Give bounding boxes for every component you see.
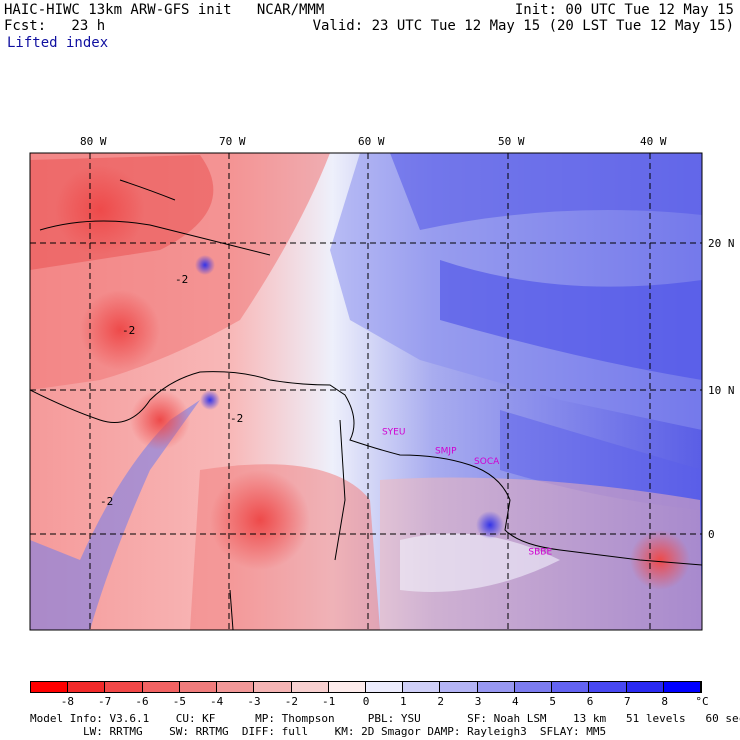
color-scale-swatch: [254, 682, 292, 692]
model-title: HAIC-HIWC 13km ARW-GFS init NCAR/MMM: [4, 2, 325, 18]
color-scale-label: 3: [474, 695, 482, 708]
model-info-line1: Model Info: V3.6.1 CU: KF MP: Thompson P…: [30, 712, 740, 725]
lat-label: 0: [708, 528, 715, 541]
color-scale-label: 8: [661, 695, 668, 708]
color-scale-swatch: [589, 682, 627, 692]
color-scale-label: 4: [512, 695, 519, 708]
lon-label: 70 W: [219, 135, 246, 148]
color-scale-swatch: [440, 682, 478, 692]
color-scale-label: -6: [135, 695, 149, 708]
color-scale-swatch: [105, 682, 143, 692]
color-scale-label: -2: [284, 695, 298, 708]
lat-label: 10 N: [708, 384, 735, 397]
contour-label: -2: [230, 412, 243, 425]
lat-label: 20 N: [708, 237, 735, 250]
color-scale-swatch: [477, 682, 515, 692]
color-scale-label: -4: [210, 695, 224, 708]
color-scale-label: 1: [400, 695, 407, 708]
color-scale-swatch: [514, 682, 553, 692]
color-scale-swatch: [68, 682, 106, 692]
field-name: Lifted index: [7, 35, 109, 51]
lon-label: 60 W: [358, 135, 385, 148]
color-scale-swatch: [291, 682, 329, 692]
color-scale-swatch: [328, 682, 366, 692]
contour-label: -2: [122, 324, 135, 337]
color-scale-swatch: [403, 682, 441, 692]
color-scale-label: 0: [362, 695, 370, 708]
color-scale-swatch: [31, 682, 69, 692]
color-scale-bar: [30, 681, 702, 693]
station-markers: SYEU SMJP SOCA SBBE: [382, 428, 553, 558]
station-label: SYEU: [382, 428, 405, 438]
color-scale-label: -1: [322, 695, 336, 708]
color-scale-label: -3: [247, 695, 261, 708]
color-scale-label: 2: [437, 695, 444, 708]
color-scale-swatch: [217, 682, 255, 692]
color-scale-label: -7: [98, 695, 112, 708]
color-scale-swatch: [552, 682, 590, 692]
color-scale-swatch: [179, 682, 218, 692]
station-label: SBBE: [528, 547, 552, 557]
contour-label: -2: [100, 495, 113, 508]
color-scale-label: 7: [624, 695, 631, 708]
model-info-line2: LW: RRTMG SW: RRTMG DIFF: full KM: 2D Sm…: [30, 725, 607, 738]
valid-time: Valid: 23 UTC Tue 12 May 15 (20 LST Tue …: [312, 18, 734, 34]
color-scale-label: -5: [172, 695, 186, 708]
lon-label: 50 W: [498, 135, 525, 148]
station-label: SMJP: [435, 447, 457, 457]
lon-label: 40 W: [640, 135, 667, 148]
color-scale-swatch: [365, 682, 404, 692]
field-shading: [30, 153, 702, 630]
color-scale-swatch: [626, 682, 664, 692]
graticule: [30, 153, 702, 630]
contour-label: -2: [175, 273, 188, 286]
station-label: SOCA: [474, 457, 500, 467]
color-scale-label: 6: [586, 695, 594, 708]
map-frame: [29, 152, 703, 631]
color-scale-label: °C: [695, 695, 709, 708]
color-scale-swatch: [663, 682, 701, 692]
init-time: Init: 00 UTC Tue 12 May 15: [514, 2, 734, 18]
color-scale-label: 5: [549, 695, 556, 708]
forecast-hour: Fcst: 23 h: [4, 18, 106, 34]
lon-label: 80 W: [80, 135, 107, 148]
coastlines: [30, 179, 702, 630]
color-scale-label: -8: [60, 695, 74, 708]
color-scale-swatch: [142, 682, 180, 692]
